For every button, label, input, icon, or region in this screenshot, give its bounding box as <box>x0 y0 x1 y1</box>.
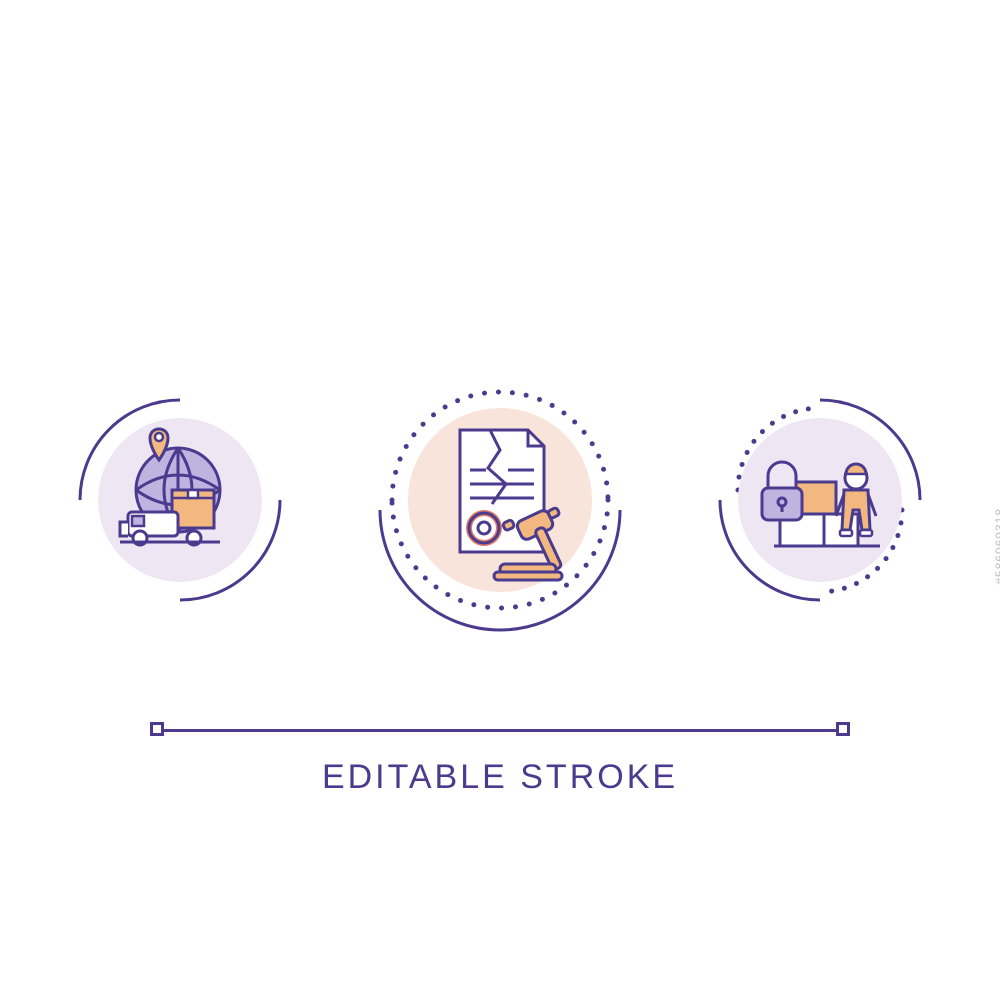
watermark-text: #586069318 <box>993 500 1000 585</box>
editable-stroke-label: EDITABLE STROKE <box>150 758 850 797</box>
stroke-handle-track <box>150 720 850 740</box>
infographic-canvas: EDITABLE STROKE #586069318 <box>0 0 1000 1000</box>
stroke-handle-right <box>836 722 850 736</box>
global-shipping-icon <box>50 340 310 660</box>
icons-row <box>0 320 1000 680</box>
stroke-line <box>160 729 840 732</box>
icon-global-shipping <box>50 340 310 660</box>
icon-broken-contract <box>350 320 650 680</box>
icon-secure-worker <box>690 340 950 660</box>
broken-contract-icon <box>350 320 650 680</box>
editable-stroke-section: EDITABLE STROKE <box>150 720 850 797</box>
stroke-handle-left <box>150 722 164 736</box>
secure-worker-icon <box>690 340 950 660</box>
